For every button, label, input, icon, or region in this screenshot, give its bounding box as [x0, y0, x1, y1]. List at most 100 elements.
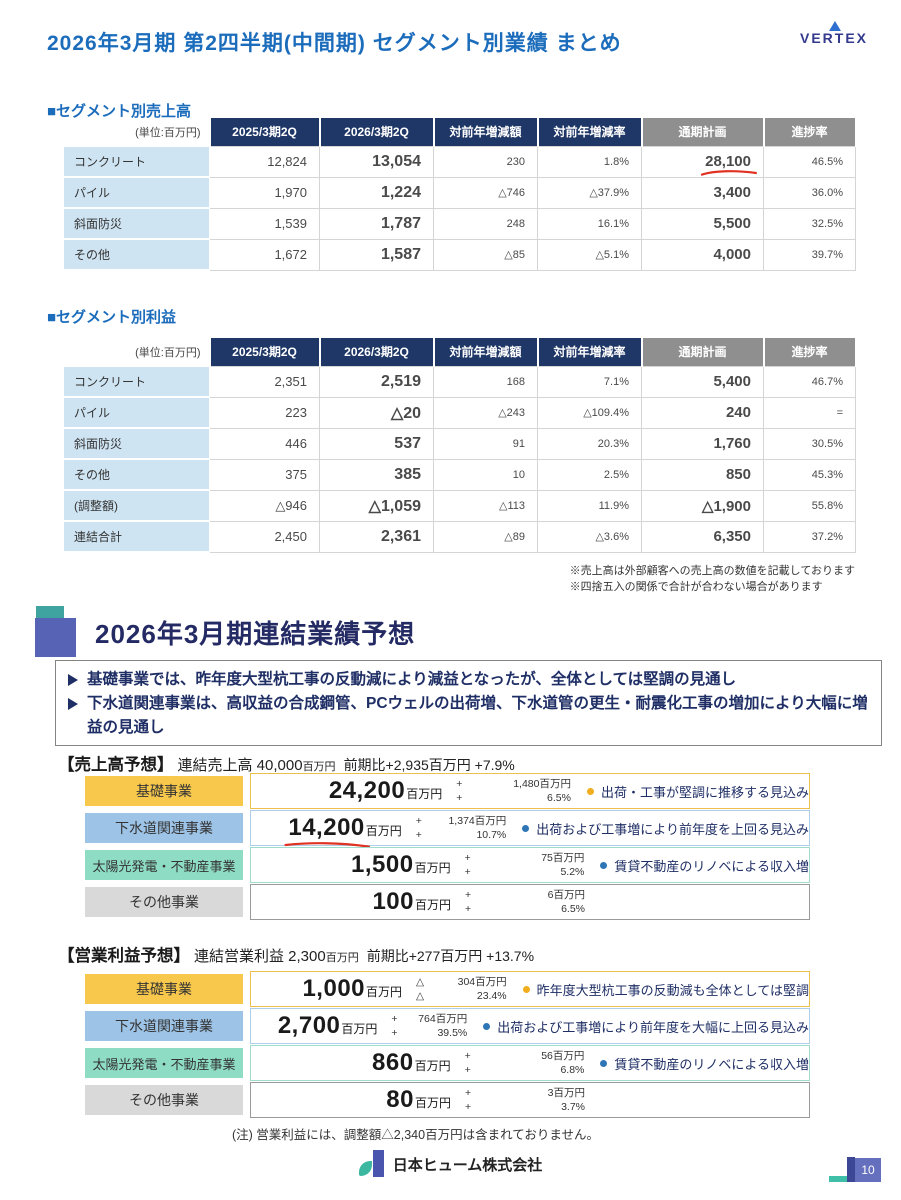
forecast-row: その他事業 80百万円 +3百万円 +3.7% [85, 1082, 810, 1118]
forecast-value-box: 2,700百万円 +764百万円 +39.5% 出荷および工事増により前年度を大… [250, 1008, 810, 1044]
cell-prev: 2,450 [209, 520, 320, 553]
cell-curr: 1,224 [319, 176, 434, 209]
bullet-dot-icon [522, 824, 530, 832]
vertex-logo: VERTEX [791, 21, 877, 48]
heading-comparison: 前期比+2,935百万円 +7.9% [343, 757, 515, 773]
cell-plan: 3,400 [641, 176, 764, 209]
forecast-value: 80百万円 [386, 1086, 451, 1113]
heading-unit: 百万円 [302, 761, 336, 773]
table-row: その他 375 385 10 2.5% 850 45.3% [63, 458, 856, 491]
forecast-row: 下水道関連事業 2,700百万円 +764百万円 +39.5% 出荷および工事増… [85, 1008, 810, 1044]
profit-forecast-heading: 【営業利益予想】 連結営業利益 2,300百万円 前期比+277百万円 +13.7% [58, 942, 534, 966]
yoy-change: +764百万円 +39.5% [391, 1012, 468, 1039]
bullet-dot-icon [483, 1022, 491, 1030]
highlight-text: 下水道関連事業は、高収益の合成鋼管、PCウェルの出荷増、下水道管の更生・耐震化工… [87, 695, 868, 737]
cell-progress: 39.7% [763, 238, 856, 271]
forecast-value: 24,200百万円 [328, 777, 443, 804]
page-number-dark-bar [847, 1157, 855, 1182]
forecast-value-box: 100百万円 +6百万円 +6.5% [250, 884, 810, 920]
cell-prev: 12,824 [209, 145, 320, 178]
cell-progress: 36.0% [763, 176, 856, 209]
cell-plan: 240 [641, 396, 764, 429]
segment-label: 斜面防災 [63, 207, 210, 240]
forecast-value-box: 1,500百万円 +75百万円 +5.2% 賃貸不動産のリノベによる収入増 [250, 847, 810, 883]
cell-prev: 2,351 [209, 365, 320, 398]
forecast-row: 下水道関連事業 14,200 百万円 +1,374百万円 +10.7% 出荷および… [85, 810, 810, 848]
bullet-dot-icon [600, 861, 608, 869]
arrow-bullet-icon [68, 698, 78, 711]
cell-diff: 248 [433, 207, 538, 240]
forecast-comment: 出荷および工事増により前年度を大幅に上回る見込み [467, 1017, 809, 1036]
cell-progress: 46.5% [763, 145, 856, 178]
table-row: 斜面防災 1,539 1,787 248 16.1% 5,500 32.5% [63, 207, 856, 240]
forecast-value: 14,200 百万円 [251, 814, 402, 848]
page-number-block: 10 [829, 1157, 881, 1182]
business-label: 下水道関連事業 [85, 1011, 243, 1041]
forecast-row: 太陽光発電・不動産事業 860百万円 +56百万円 +6.8% 賃貸不動産のリノ… [85, 1045, 810, 1081]
cell-plan: 850 [641, 458, 764, 491]
cell-progress: 37.2% [763, 520, 856, 553]
table-row: (調整額) △946 △1,059 △113 11.9% △1,900 55.8… [63, 489, 856, 522]
cell-diff: 168 [433, 365, 538, 398]
table-row: コンクリート 2,351 2,519 168 7.1% 5,400 46.7% [63, 365, 856, 398]
forecast-value: 100百万円 [372, 888, 451, 915]
business-label: 基礎事業 [85, 776, 243, 806]
unit-label: (単位:百万円) [63, 338, 211, 366]
cell-curr: 1,587 [319, 238, 434, 271]
cell-progress: 46.7% [763, 365, 856, 398]
segment-label: その他 [63, 458, 210, 491]
forecast-value-box: 1,000百万円 △ 304百万円 △ 23.4% 昨年度大型杭工事の反動減も全体と… [250, 971, 810, 1007]
cell-progress: 45.3% [763, 458, 856, 491]
adjustment-note: (注) 営業利益には、調整額△2,340百万円は含まれておりません。 [232, 1128, 599, 1142]
cell-diff: △113 [433, 489, 538, 522]
cell-curr: 537 [319, 427, 434, 460]
heading-lead: 連結営業利益 2,300 [194, 948, 326, 965]
cell-plan: 6,350 [641, 520, 764, 553]
cell-rate: △37.9% [537, 176, 642, 209]
cell-diff: △746 [433, 176, 538, 209]
vertex-triangle-icon [829, 21, 841, 31]
profit-table: (単位:百万円) 2025/3期2Q 2026/3期2Q 対前年増減額 対前年増… [63, 338, 857, 553]
highlight-text: 基礎事業では、昨年度大型杭工事の反動減により減益となったが、全体としては堅調の見… [87, 671, 737, 688]
forecast-highlights-box: 基礎事業では、昨年度大型杭工事の反動減により減益となったが、全体としては堅調の見… [55, 660, 882, 746]
cell-diff: △85 [433, 238, 538, 271]
yoy-change: +75百万円 +5.2% [464, 851, 585, 878]
segment-label: 連結合計 [63, 520, 210, 553]
cell-rate: △3.6% [537, 520, 642, 553]
cell-prev: △946 [209, 489, 320, 522]
segment-label: パイル [63, 396, 210, 429]
cell-plan: 4,000 [641, 238, 764, 271]
cell-rate: △5.1% [537, 238, 642, 271]
header-cell: 対前年増減額 [433, 338, 539, 366]
forecast-value: 2,700百万円 [277, 1012, 378, 1039]
cell-diff: 10 [433, 458, 538, 491]
cell-curr: △1,059 [319, 489, 434, 522]
cell-curr: 2,519 [319, 365, 434, 398]
forecast-row: 基礎事業 24,200百万円 +1,480百万円 +6.5% 出荷・工事が堅調に… [85, 773, 810, 809]
segment-label: (調整額) [63, 489, 210, 522]
table-row: パイル 1,970 1,224 △746 △37.9% 3,400 36.0% [63, 176, 856, 209]
business-label: その他事業 [85, 1085, 243, 1115]
business-label: 下水道関連事業 [85, 813, 243, 843]
forecast-comment: 賃貸不動産のリノベによる収入増 [584, 856, 809, 875]
logo-leaf-icon [358, 1161, 372, 1176]
cell-diff: 91 [433, 427, 538, 460]
cell-progress: 32.5% [763, 207, 856, 240]
plan-value: 28,100 [705, 153, 751, 170]
header-cell: 進捗率 [763, 338, 857, 366]
table-row: 連結合計 2,450 2,361 △89 △3.6% 6,350 37.2% [63, 520, 856, 553]
cell-curr: 385 [319, 458, 434, 491]
forecast-value: 860百万円 [372, 1049, 451, 1076]
segment-label: その他 [63, 238, 210, 271]
sales-section-title: ■セグメント別売上高 [47, 103, 192, 120]
forecast-title: 2026年3月期連結業績予想 [95, 619, 416, 649]
cell-diff: △89 [433, 520, 538, 553]
forecast-row: その他事業 100百万円 +6百万円 +6.5% [85, 884, 810, 920]
forecast-row: 太陽光発電・不動産事業 1,500百万円 +75百万円 +5.2% 賃貸不動産の… [85, 847, 810, 883]
cell-curr: 2,361 [319, 520, 434, 553]
forecast-value-box: 14,200 百万円 +1,374百万円 +10.7% 出荷および工事増により前年… [250, 810, 810, 848]
company-name: 日本ヒューム株式会社 [392, 1156, 543, 1174]
header-cell: 対前年増減率 [537, 338, 643, 366]
forecast-value: 1,500百万円 [351, 851, 451, 878]
blue-square-icon [35, 618, 76, 657]
